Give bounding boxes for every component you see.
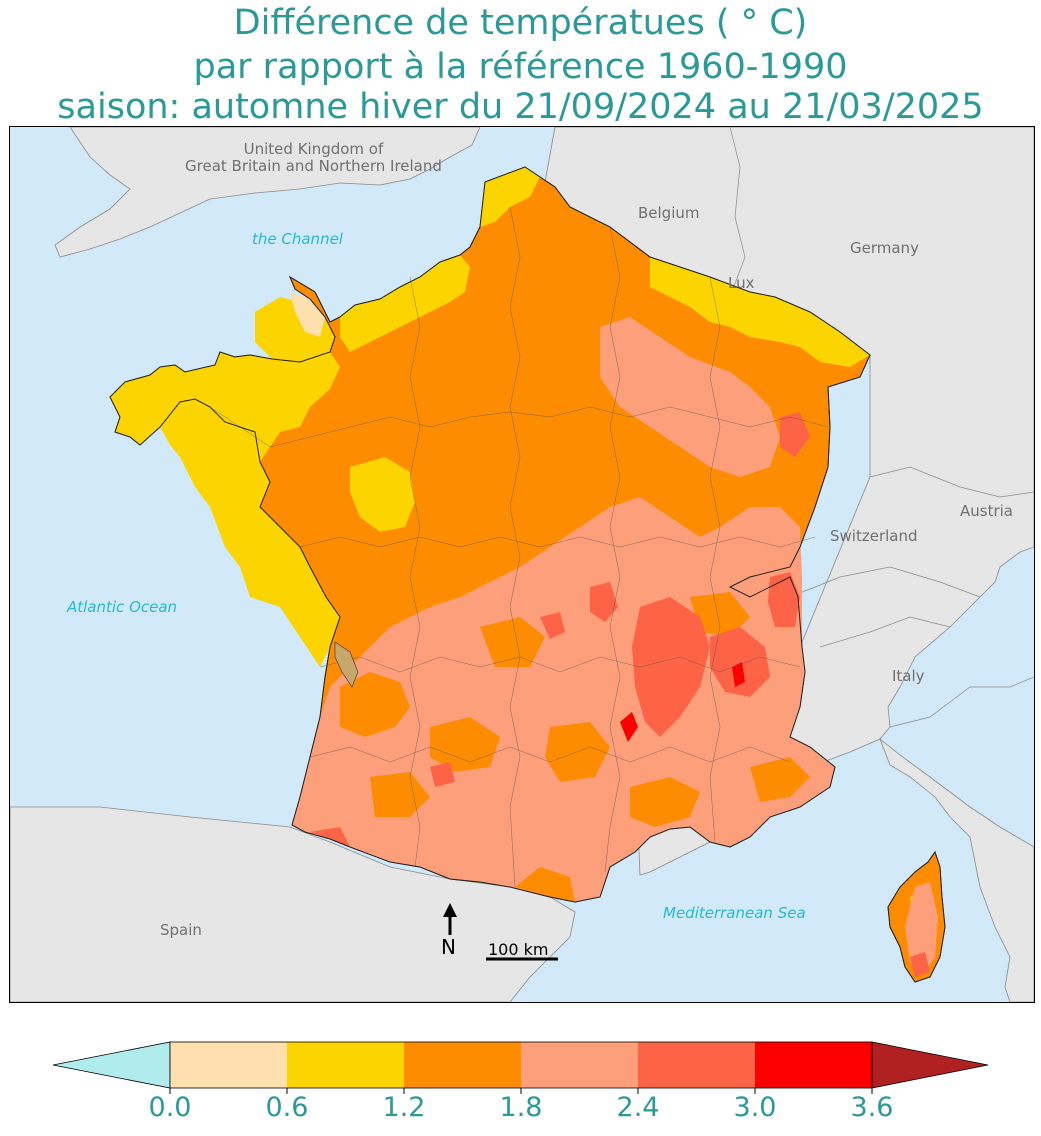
label-switzerland: Switzerland xyxy=(830,527,918,545)
label-belgium: Belgium xyxy=(638,204,700,222)
colorbar-extend-low xyxy=(52,1041,171,1089)
colorbar-segments xyxy=(52,1041,989,1089)
colorbar-segment xyxy=(170,1042,287,1088)
colorbar-tick-label: 0.6 xyxy=(265,1092,309,1123)
italy-landmass xyxy=(879,737,1034,1002)
north-label: N xyxy=(441,935,456,959)
colorbar-tick-label: 1.2 xyxy=(382,1092,426,1123)
label-germany: Germany xyxy=(850,239,919,257)
uk-landmass xyxy=(54,127,481,258)
scale-label: 100 km xyxy=(488,940,549,959)
corsica-outline xyxy=(887,850,946,983)
label-uk: United Kingdom of Great Britain and Nort… xyxy=(185,141,442,175)
map-title-line-2: par rapport à la référence 1960-1990 xyxy=(193,47,848,87)
label-luxembourg: Lux xyxy=(728,274,755,292)
colorbar-tick-label: 2.4 xyxy=(616,1092,660,1123)
colorbar-segment xyxy=(287,1042,404,1088)
gironde-estuary xyxy=(334,641,359,688)
zone-3_0-3_6 xyxy=(620,662,745,742)
label-austria: Austria xyxy=(960,502,1013,520)
colorbar-extend-high xyxy=(871,1041,989,1089)
colorbar-segment xyxy=(755,1042,872,1088)
department-borders xyxy=(209,206,829,888)
map-title-line-1: Différence de températues ( ° C) xyxy=(233,3,808,43)
label-uk-line-2: Great Britain and Northern Ireland xyxy=(185,157,442,175)
temperature-map: United Kingdom of Great Britain and Nort… xyxy=(9,126,1035,1003)
label-uk-line-1: United Kingdom of xyxy=(243,140,384,158)
label-mediterranean-sea: Mediterranean Sea xyxy=(663,904,806,922)
colorbar-tick-label: 0.0 xyxy=(148,1092,192,1123)
colorbar-tick-label: 3.0 xyxy=(733,1092,777,1123)
colorbar xyxy=(52,1041,989,1094)
colorbar-segment xyxy=(638,1042,755,1088)
france-outline xyxy=(109,166,871,903)
label-atlantic-ocean: Atlantic Ocean xyxy=(67,598,178,616)
label-spain: Spain xyxy=(160,921,202,939)
label-italy: Italy xyxy=(892,667,925,685)
label-the-channel: the Channel xyxy=(252,230,343,248)
map-title-line-3: saison: automne hiver du 21/09/2024 au 2… xyxy=(57,87,984,127)
colorbar-tick-label: 1.8 xyxy=(499,1092,543,1123)
map-canvas xyxy=(10,127,1034,1002)
colorbar-segment xyxy=(404,1042,521,1088)
colorbar-ticklines xyxy=(169,1088,873,1094)
north-arrow xyxy=(443,903,457,935)
zone-2_4-3_0 xyxy=(310,412,930,977)
zone-1_2-1_8-patches xyxy=(340,547,810,902)
colorbar-segment xyxy=(521,1042,638,1088)
colorbar-tick-label: 3.6 xyxy=(850,1092,894,1123)
